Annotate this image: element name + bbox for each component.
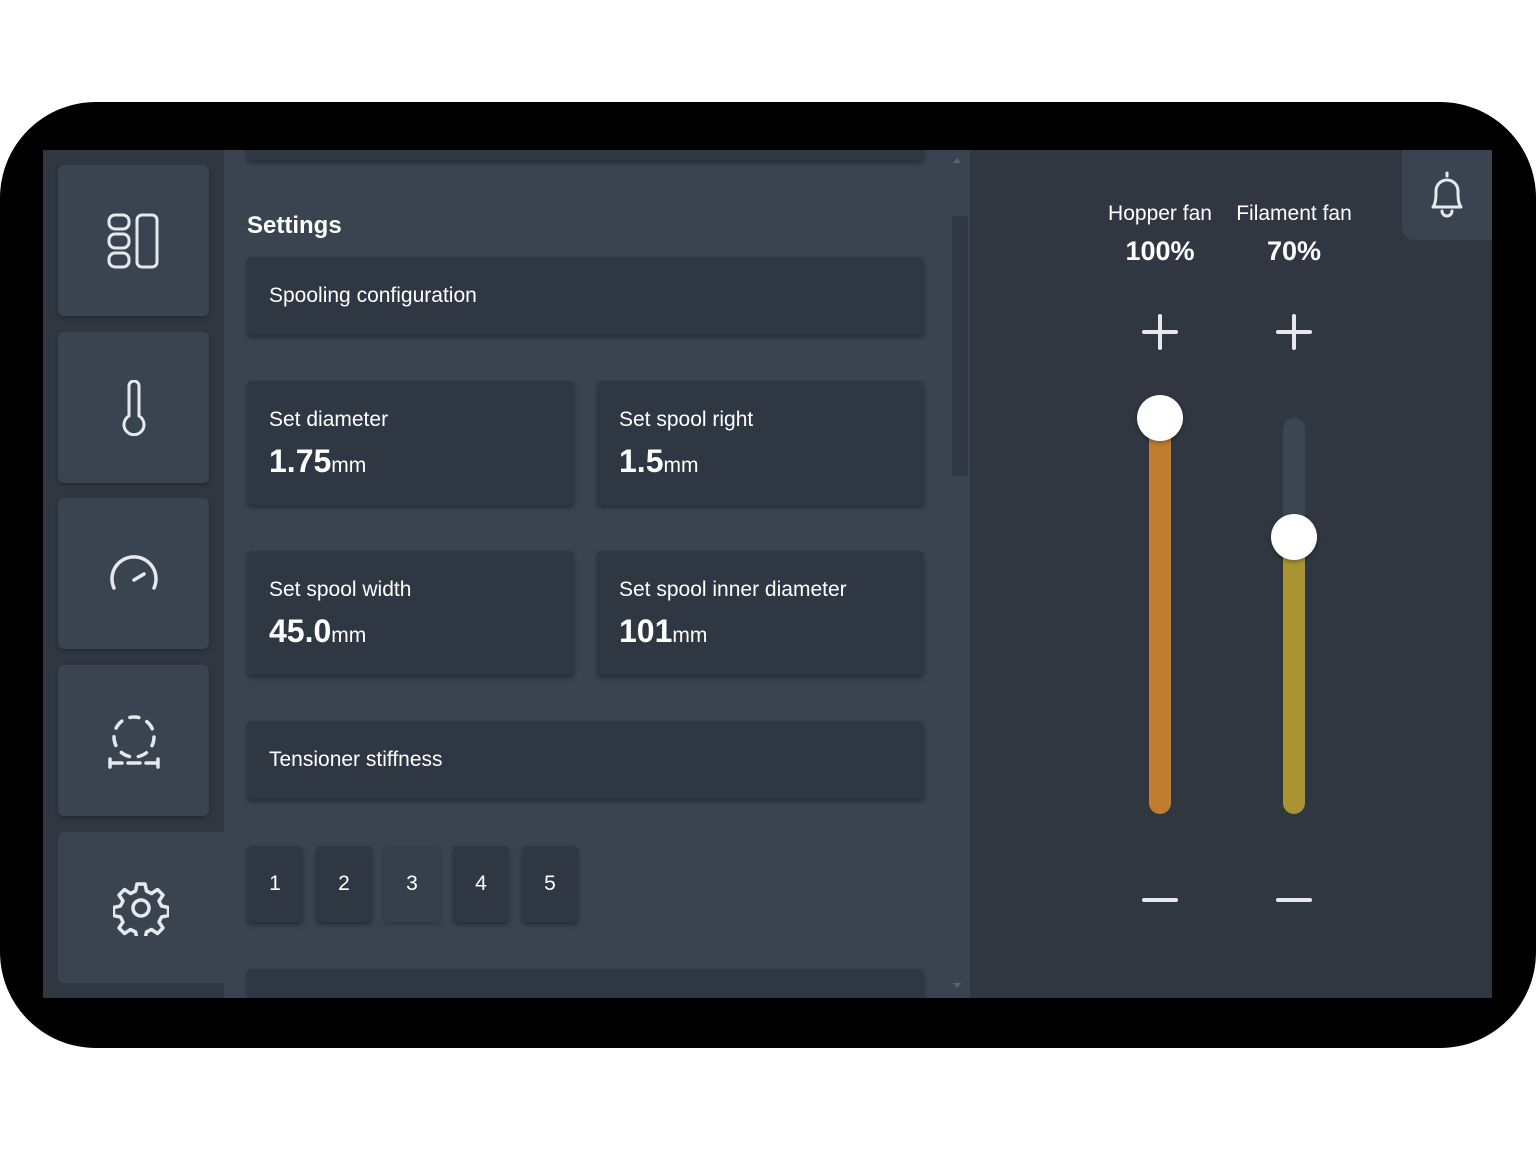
spool-right-unit: mm (663, 454, 699, 477)
hopper-fan-label: Hopper fan (1108, 202, 1212, 225)
content-scrollbar[interactable] (949, 150, 968, 998)
diameter-unit: mm (331, 454, 367, 477)
hopper-fan-value: 100% (1125, 236, 1195, 266)
hopper-fan-control: Hopper fan 100% (1090, 150, 1230, 998)
stiffness-option-1[interactable]: 1 (247, 846, 303, 922)
spooling-configuration-header[interactable]: Spooling configuration (247, 257, 924, 335)
spool-inner-diameter-card[interactable]: Set spool inner diameter 101mm (597, 551, 924, 675)
spool-right-label: Set spool right (619, 408, 754, 431)
partial-card-bottom (247, 969, 924, 998)
spool-inner-diameter-value-line: 101mm (619, 613, 707, 650)
filament-fan-control: Filament fan 70% (1224, 150, 1364, 998)
hopper-fan-increase-button[interactable] (1140, 312, 1180, 352)
spool-width-value-line: 45.0mm (269, 613, 366, 650)
spool-right-value: 1.5 (619, 443, 664, 479)
spool-inner-diameter-value: 101 (619, 613, 673, 649)
partial-card-top (247, 150, 924, 160)
nav-item-spool[interactable] (58, 665, 209, 816)
scroll-down-arrow[interactable] (953, 983, 961, 988)
fan-control-panel: Hopper fan 100% Filament fan 70% (970, 150, 1492, 998)
spool-dashed-icon (107, 714, 160, 769)
thermometer-icon (122, 379, 145, 436)
spool-width-card[interactable]: Set spool width 45.0mm (247, 551, 574, 675)
diameter-value: 1.75 (269, 443, 332, 479)
stiffness-option-5[interactable]: 5 (522, 846, 578, 922)
scroll-up-arrow[interactable] (953, 158, 961, 163)
dashboard-icon (107, 213, 158, 268)
hopper-fan-slider-knob[interactable] (1137, 395, 1183, 441)
nav-item-dashboard[interactable] (58, 165, 209, 316)
tensioner-stiffness-label: Tensioner stiffness (269, 748, 443, 771)
sidebar (43, 150, 224, 998)
spool-inner-diameter-label: Set spool inner diameter (619, 578, 847, 601)
spool-right-value-line: 1.5mm (619, 443, 698, 480)
diameter-value-line: 1.75mm (269, 443, 366, 480)
stiffness-option-4[interactable]: 4 (453, 846, 509, 922)
settings-content: Settings Spooling configuration Set diam… (224, 150, 970, 998)
filament-fan-slider[interactable] (1271, 418, 1317, 814)
notifications-button[interactable] (1402, 150, 1492, 240)
filament-fan-slider-fill (1283, 537, 1305, 814)
filament-fan-decrease-button[interactable] (1274, 880, 1314, 920)
filament-fan-increase-button[interactable] (1274, 312, 1314, 352)
spool-width-value: 45.0 (269, 613, 332, 649)
filament-fan-value: 70% (1266, 236, 1322, 266)
filament-fan-slider-knob[interactable] (1271, 514, 1317, 560)
filament-fan-label: Filament fan (1236, 202, 1352, 225)
spool-width-unit: mm (331, 624, 367, 647)
tensioner-stiffness-header[interactable]: Tensioner stiffness (247, 721, 924, 799)
stiffness-option-3[interactable]: 3 (384, 846, 440, 922)
screen: Settings Spooling configuration Set diam… (43, 150, 1492, 998)
nav-item-speed[interactable] (58, 498, 209, 649)
diameter-label: Set diameter (269, 408, 389, 431)
nav-item-settings[interactable] (58, 832, 224, 983)
scroll-thumb[interactable] (952, 216, 968, 476)
hopper-fan-slider[interactable] (1137, 395, 1183, 814)
nav-item-temperature[interactable] (58, 332, 209, 483)
spool-right-card[interactable]: Set spool right 1.5mm (597, 381, 924, 505)
settings-title: Settings (247, 212, 342, 239)
bell-icon (1431, 171, 1463, 218)
gear-icon (113, 881, 169, 936)
spool-width-label: Set spool width (269, 578, 412, 601)
hopper-fan-decrease-button[interactable] (1140, 880, 1180, 920)
diameter-card[interactable]: Set diameter 1.75mm (247, 381, 574, 505)
stiffness-option-2[interactable]: 2 (316, 846, 372, 922)
spooling-configuration-label: Spooling configuration (269, 284, 477, 307)
spool-inner-diameter-unit: mm (672, 624, 708, 647)
gauge-icon (109, 554, 158, 590)
hopper-fan-slider-fill (1149, 418, 1171, 814)
